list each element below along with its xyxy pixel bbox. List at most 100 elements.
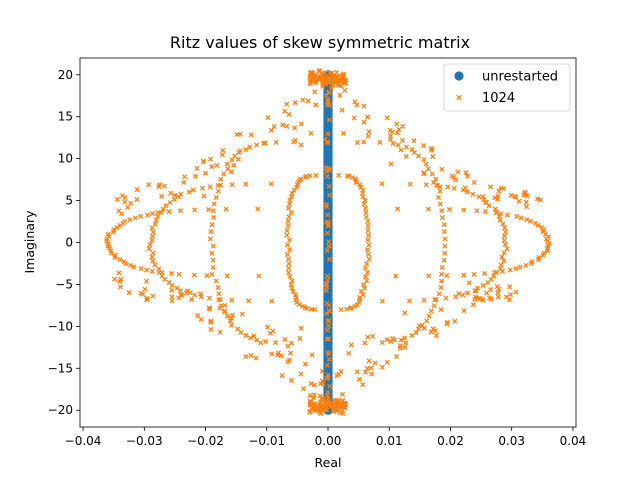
point-1024 (325, 212, 331, 218)
point-1024 (492, 195, 498, 201)
point-1024 (400, 123, 406, 129)
legend-label-unrestarted: unrestarted (482, 70, 558, 85)
point-1024 (144, 267, 150, 273)
point-1024 (482, 208, 488, 215)
legend-marker-1024 (456, 94, 462, 101)
point-1024 (337, 410, 343, 416)
point-1024 (287, 247, 293, 253)
point-1024 (523, 199, 529, 205)
point-1024 (438, 271, 445, 277)
point-1024 (430, 179, 437, 186)
point-1024 (278, 353, 284, 359)
point-1024 (289, 278, 295, 284)
point-1024 (488, 287, 494, 293)
point-1024 (335, 74, 341, 80)
point-1024 (362, 369, 369, 375)
point-1024 (105, 231, 111, 237)
point-1024 (532, 220, 539, 226)
point-1024 (480, 194, 486, 200)
point-1024 (500, 221, 506, 227)
point-1024 (312, 89, 318, 95)
point-1024 (288, 209, 294, 216)
point-1024 (214, 162, 220, 168)
point-1024 (406, 298, 413, 304)
point-1024 (366, 129, 372, 135)
point-1024 (364, 365, 370, 372)
point-1024 (365, 251, 372, 257)
point-1024 (215, 284, 221, 291)
point-1024 (328, 85, 334, 91)
point-1024 (297, 335, 303, 342)
point-1024 (217, 296, 223, 302)
point-1024 (438, 284, 444, 291)
point-1024 (313, 102, 319, 108)
point-1024 (146, 246, 152, 252)
point-1024 (153, 217, 159, 223)
point-1024 (325, 97, 331, 103)
point-1024 (268, 127, 274, 133)
point-1024 (284, 123, 290, 129)
point-1024 (204, 272, 210, 279)
point-1024 (324, 247, 330, 254)
point-1024 (442, 243, 448, 249)
point-1024 (156, 266, 162, 272)
point-1024 (437, 201, 443, 207)
point-1024 (507, 284, 513, 290)
y-tick-label: −5 (55, 277, 73, 291)
point-1024 (335, 397, 341, 403)
point-1024 (206, 206, 212, 213)
point-1024 (309, 306, 315, 312)
point-1024 (144, 297, 150, 303)
point-1024 (397, 345, 403, 351)
point-1024 (477, 296, 484, 302)
point-1024 (163, 203, 169, 209)
point-1024 (146, 182, 152, 188)
point-1024 (470, 302, 476, 308)
point-1024 (221, 309, 228, 315)
point-1024 (393, 273, 399, 279)
plot-area (79, 57, 577, 428)
point-1024 (150, 293, 156, 299)
point-1024 (377, 139, 383, 145)
point-1024 (492, 206, 498, 212)
point-1024 (420, 143, 427, 149)
point-1024 (208, 318, 214, 324)
point-1024 (187, 290, 193, 296)
point-1024 (441, 257, 447, 263)
point-1024 (338, 306, 344, 313)
point-1024 (194, 165, 200, 171)
point-1024 (182, 174, 188, 180)
data-points (104, 67, 552, 417)
point-1024 (279, 372, 285, 379)
point-1024 (320, 76, 326, 82)
legend-marker-unrestarted (454, 71, 464, 81)
point-1024 (284, 251, 290, 257)
point-1024 (496, 286, 502, 292)
point-1024 (501, 250, 507, 256)
point-1024 (502, 242, 508, 248)
point-1024 (255, 206, 261, 212)
point-1024 (143, 278, 150, 284)
point-1024 (483, 199, 489, 206)
point-1024 (140, 291, 146, 297)
point-1024 (438, 307, 444, 313)
point-1024 (393, 353, 400, 360)
point-1024 (305, 98, 311, 104)
point-1024 (167, 199, 173, 206)
point-1024 (327, 383, 333, 389)
point-1024 (445, 184, 451, 190)
point-1024 (198, 291, 204, 297)
point-1024 (114, 224, 120, 231)
point-1024 (464, 189, 470, 195)
point-1024 (144, 295, 150, 301)
point-1024 (323, 165, 329, 171)
point-1024 (341, 79, 347, 85)
point-1024 (362, 340, 368, 346)
point-1024 (516, 198, 522, 204)
point-1024 (465, 173, 471, 179)
point-1024 (324, 336, 330, 342)
point-1024 (513, 194, 519, 200)
point-1024 (444, 321, 450, 327)
point-1024 (201, 193, 207, 199)
